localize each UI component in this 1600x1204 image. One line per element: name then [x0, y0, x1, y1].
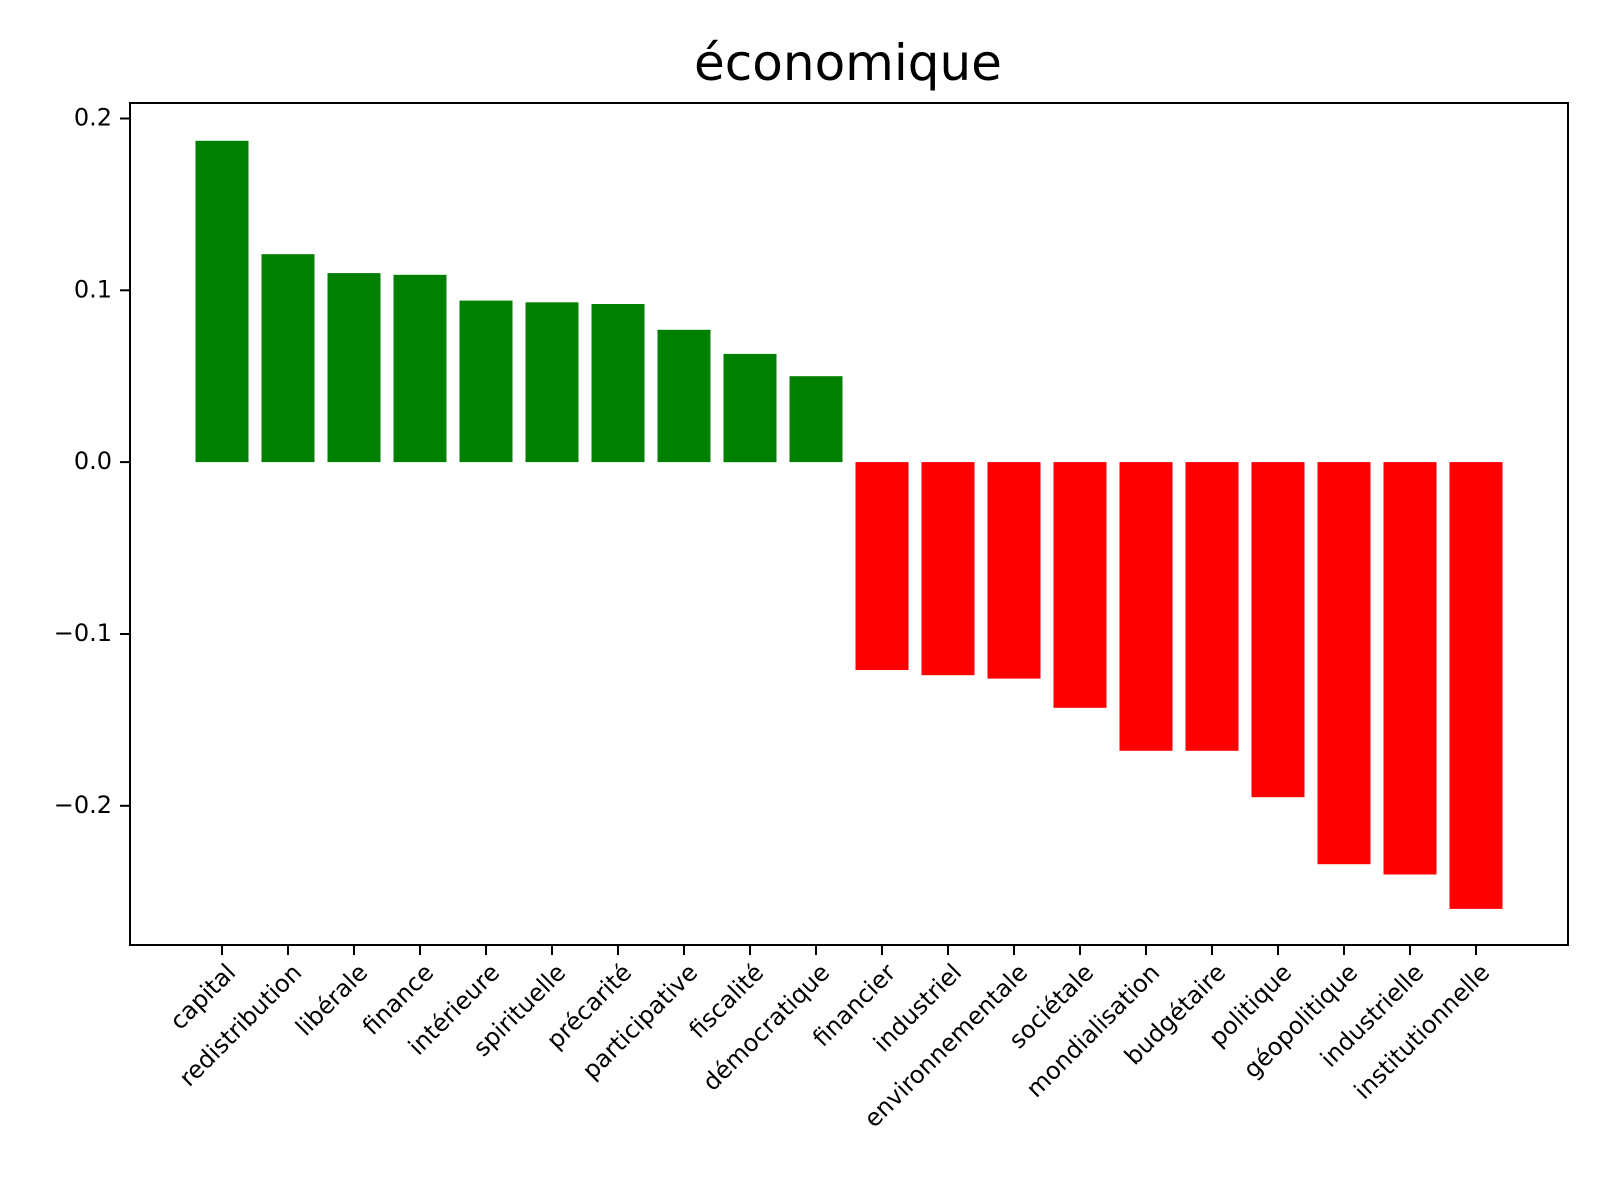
y-tick-label-3: 0.1 — [74, 275, 112, 303]
bar-3 — [393, 274, 447, 463]
y-tick-label-1: −0.1 — [54, 619, 112, 647]
bar-9 — [789, 376, 843, 463]
bar-19 — [1449, 462, 1503, 909]
bar-8 — [723, 353, 777, 463]
y-tick-label-4: 0.2 — [74, 104, 112, 132]
bar-16 — [1251, 462, 1305, 798]
bar-14 — [1119, 462, 1173, 751]
bars-layer — [195, 140, 1503, 909]
bar-1 — [261, 254, 315, 463]
bar-15 — [1185, 462, 1239, 751]
bar-12 — [987, 462, 1041, 679]
bar-4 — [459, 300, 513, 463]
bar-0 — [195, 140, 249, 463]
bar-5 — [525, 302, 579, 463]
chart-title: économique — [694, 34, 1002, 92]
bar-6 — [591, 304, 645, 463]
bar-7 — [657, 329, 711, 463]
plot-frame — [129, 102, 1569, 946]
bar-10 — [855, 462, 909, 670]
y-axis: −0.2 −0.1 0.0 0.1 0.2 — [54, 104, 130, 819]
bar-2 — [327, 273, 381, 463]
bar-17 — [1317, 462, 1371, 865]
y-tick-label-0: −0.2 — [54, 791, 112, 819]
bar-11 — [921, 462, 975, 676]
y-tick-label-2: 0.0 — [74, 447, 112, 475]
bar-18 — [1383, 462, 1437, 875]
bar-13 — [1053, 462, 1107, 708]
